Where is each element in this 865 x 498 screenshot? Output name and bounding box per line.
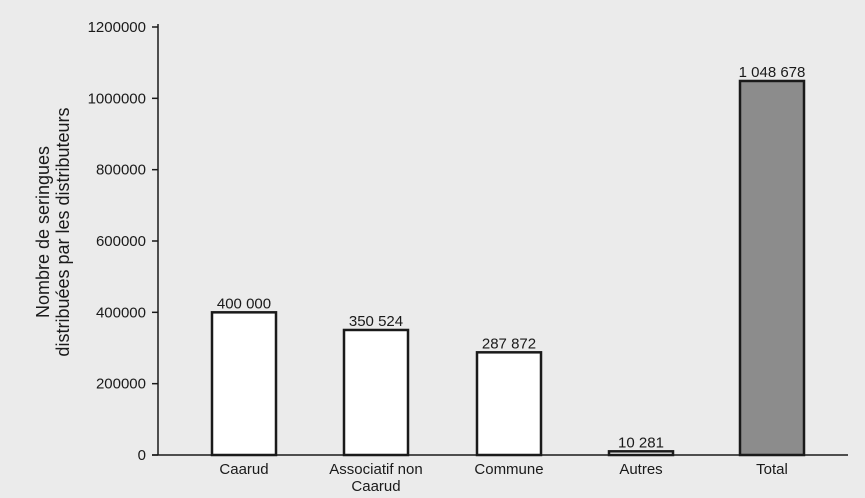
y-tick-label: 600000 (96, 233, 146, 250)
bar-associatif-non-caarud (342, 328, 410, 457)
x-tick-label: Commune (474, 461, 543, 478)
x-tick-label-line: Caarud (219, 461, 268, 478)
y-tick-label: 800000 (96, 162, 146, 179)
x-tick-label-line: Autres (619, 461, 662, 478)
bar-commune (475, 351, 543, 457)
bar-value-label: 10 281 (618, 434, 664, 451)
bar-total (738, 79, 806, 457)
y-axis-label-line: Nombre de seringues (33, 146, 53, 318)
bar-value-label: 1 048 678 (739, 64, 806, 81)
bar-value-label: 350 524 (349, 313, 403, 330)
y-axis-label: Nombre de seringuesdistribuées par les d… (33, 107, 73, 356)
bar-autres (607, 450, 675, 457)
x-tick-label: Caarud (219, 461, 268, 478)
y-tick-label: 1200000 (88, 19, 146, 36)
y-tick-label: 200000 (96, 376, 146, 393)
y-tick-label: 1000000 (88, 90, 146, 107)
y-tick-label: 0 (138, 447, 146, 464)
x-tick-label-line: Caarud (351, 478, 400, 495)
bar-value-label: 287 872 (482, 335, 536, 352)
x-tick-label-line: Commune (474, 461, 543, 478)
x-tick-label: Associatif non Caarud (329, 461, 422, 495)
y-tick-label: 400000 (96, 304, 146, 321)
bar-caarud (210, 311, 278, 457)
y-axis-label-line: distribuées par les distributeurs (53, 107, 73, 356)
x-tick-label: Autres (619, 461, 662, 478)
x-tick-label-line: Associatif non (329, 461, 422, 478)
x-tick-label-line: Total (756, 461, 788, 478)
bar-value-label: 400 000 (217, 295, 271, 312)
x-tick-label: Total (756, 461, 788, 478)
